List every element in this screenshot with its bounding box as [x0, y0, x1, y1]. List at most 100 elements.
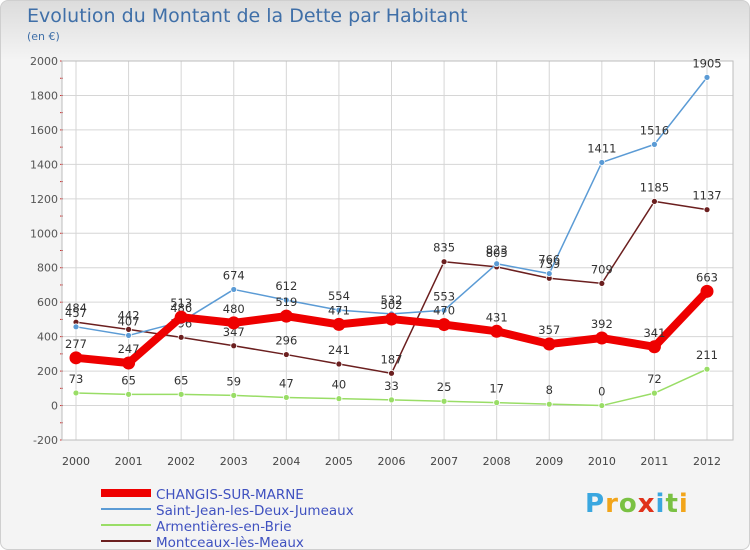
data-label: 407: [118, 314, 140, 328]
data-point: [332, 317, 346, 331]
x-tick-label: 2002: [167, 455, 195, 468]
data-point: [335, 395, 343, 403]
data-point: [69, 351, 83, 365]
data-point: [227, 316, 241, 330]
data-point: [282, 351, 290, 358]
data-point: [335, 306, 343, 314]
legend-label: CHANGIS-SUR-MARNE: [156, 487, 304, 503]
y-tick-label: 2000: [30, 55, 58, 68]
y-tick-label: 400: [37, 331, 58, 344]
x-tick-label: 2009: [535, 455, 563, 468]
data-point: [388, 369, 395, 377]
data-label: 709: [591, 262, 613, 276]
data-point: [703, 73, 711, 81]
data-point: [647, 340, 661, 354]
x-tick-label: 2008: [483, 455, 511, 468]
x-tick-label: 2007: [430, 455, 458, 468]
x-tick-label: 2012: [693, 455, 721, 468]
data-label: 554: [328, 289, 350, 303]
data-point: [125, 332, 132, 339]
y-tick-label: 800: [37, 262, 58, 275]
data-label: 519: [275, 295, 297, 309]
data-label: 8: [546, 383, 553, 397]
data-label: 484: [65, 301, 87, 315]
data-label: 59: [226, 374, 241, 388]
data-point: [493, 260, 501, 268]
logo-letter: t: [665, 489, 679, 519]
data-label: 65: [121, 373, 136, 387]
logo-letter: P: [585, 489, 606, 519]
data-label: 612: [275, 279, 297, 293]
proxiti-logo: Proxiti: [585, 489, 689, 519]
legend-label: Montceaux-lès-Meaux: [156, 535, 304, 549]
data-label: 241: [328, 343, 350, 357]
data-label: 823: [486, 243, 508, 257]
data-point: [542, 337, 556, 351]
data-label: 674: [223, 268, 245, 282]
data-point: [651, 140, 658, 148]
legend-label: Armentières-en-Brie: [156, 519, 292, 535]
y-tick-label: 1000: [30, 227, 58, 240]
data-point: [177, 390, 185, 398]
logo-letter: i: [678, 489, 689, 519]
data-label: 0: [598, 385, 605, 399]
data-label: 72: [647, 372, 662, 386]
x-tick-label: 2005: [325, 455, 353, 468]
data-point: [700, 284, 714, 298]
x-tick-label: 2010: [588, 455, 616, 468]
data-point: [598, 280, 606, 287]
data-label: 1137: [692, 189, 721, 203]
y-tick-label: 1600: [30, 124, 58, 137]
data-label: 47: [279, 376, 294, 390]
data-label: 1185: [640, 180, 669, 194]
chart-title: Evolution du Montant de la Dette par Hab…: [27, 5, 468, 27]
chart-unit: (en €): [27, 30, 60, 43]
data-point: [230, 391, 238, 399]
data-label: 65: [174, 373, 189, 387]
data-label: 392: [591, 317, 613, 331]
data-point: [493, 399, 501, 407]
y-tick-label: -200: [33, 434, 58, 447]
data-label: 835: [433, 241, 455, 255]
data-point: [437, 318, 451, 332]
data-point: [440, 306, 448, 314]
data-point: [122, 356, 136, 370]
data-label: 486: [170, 301, 192, 315]
x-tick-label: 2004: [272, 455, 300, 468]
data-label: 457: [65, 306, 87, 320]
data-point: [703, 365, 711, 373]
data-label: 211: [696, 348, 718, 362]
data-point: [388, 396, 395, 404]
data-label: 187: [381, 352, 403, 366]
data-point: [490, 324, 504, 338]
data-label: 480: [223, 302, 245, 316]
data-point: [230, 342, 238, 350]
x-tick-label: 2003: [220, 455, 248, 468]
data-label: 277: [65, 337, 87, 351]
data-label: 33: [384, 379, 399, 393]
x-tick-label: 2006: [378, 455, 406, 468]
data-point: [651, 198, 658, 205]
data-label: 442: [118, 308, 140, 322]
data-label: 1905: [692, 56, 721, 70]
x-tick-label: 2000: [62, 455, 90, 468]
data-label: 502: [381, 298, 403, 312]
data-label: 513: [170, 296, 192, 310]
data-point: [703, 206, 711, 214]
data-point: [545, 270, 553, 277]
plot-border: [61, 60, 734, 441]
x-tick-label: 2011: [640, 455, 668, 468]
data-point: [282, 394, 290, 401]
data-point: [230, 286, 238, 293]
data-label: 663: [696, 270, 718, 284]
data-point: [72, 389, 80, 397]
y-tick-label: 1800: [30, 89, 58, 102]
data-point: [651, 389, 658, 397]
data-label: 25: [437, 380, 452, 394]
data-label: 553: [433, 289, 455, 303]
y-tick-label: 600: [37, 296, 58, 309]
data-label: 341: [643, 326, 665, 340]
data-label: 766: [538, 253, 560, 267]
data-point: [595, 331, 609, 345]
